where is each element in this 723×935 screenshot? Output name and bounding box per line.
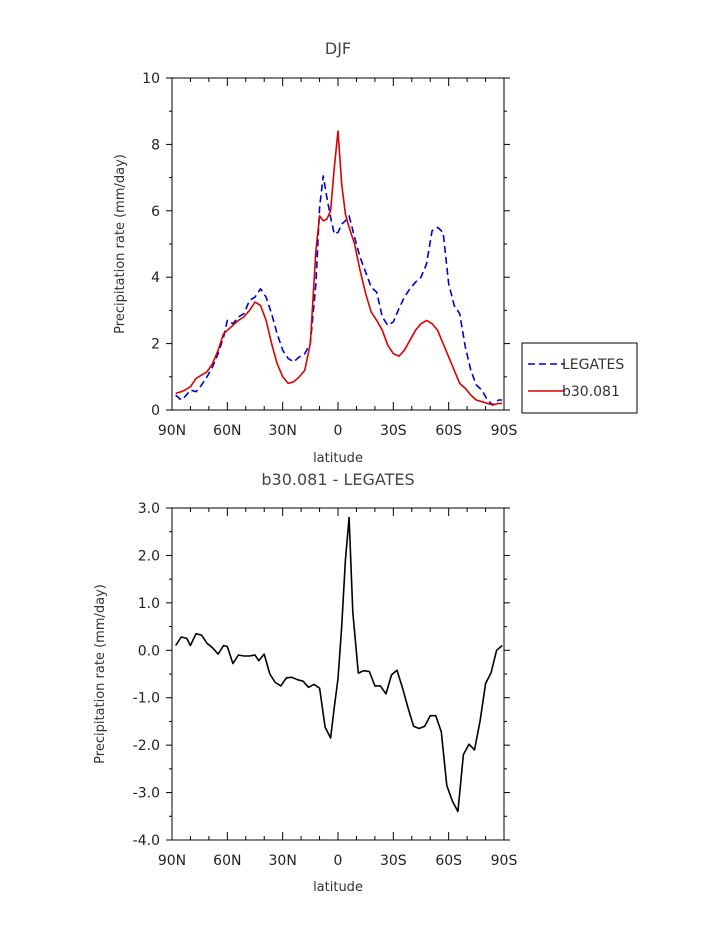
y-tick-label: -2.0 <box>133 738 160 754</box>
x-tick-label: 60N <box>213 423 241 439</box>
y-tick-labels: 0 2 4 6 8 10 <box>142 71 160 419</box>
x-tick-label: 30S <box>380 423 407 439</box>
y-tick-label: 2.0 <box>138 548 160 564</box>
y-tick-label: 6 <box>151 204 160 220</box>
x-tick-labels: 90N 60N 30N 0 30S 60S 90S <box>158 853 518 869</box>
x-tick-label: 0 <box>334 853 343 869</box>
legend: LEGATES b30.081 <box>521 342 638 414</box>
x-tick-label: 0 <box>334 423 343 439</box>
legend-label-legates: LEGATES <box>562 357 624 373</box>
x-tick-label: 60S <box>435 423 462 439</box>
chart-title: b30.081 - LEGATES <box>261 470 414 489</box>
x-axis-label: latitude <box>313 451 363 466</box>
x-tick-label: 90N <box>158 853 186 869</box>
axis-ticks <box>166 507 510 841</box>
y-tick-label: 0 <box>151 403 160 419</box>
y-tick-label: -3.0 <box>133 786 160 802</box>
y-tick-labels: -4.0 -3.0 -2.0 -1.0 0.0 1.0 2.0 3.0 <box>133 501 160 849</box>
y-axis-label: Precipitation rate (mm/day) <box>113 154 128 334</box>
x-tick-label: 30N <box>269 423 297 439</box>
y-tick-label: 10 <box>142 71 160 87</box>
y-tick-label: 3.0 <box>138 501 160 517</box>
series-lines <box>175 130 503 406</box>
series-line-difference <box>175 516 503 813</box>
x-tick-label: 90S <box>491 423 518 439</box>
series-line-legates <box>175 175 503 406</box>
x-tick-label: 90S <box>491 853 518 869</box>
x-axis-label: latitude <box>313 880 363 895</box>
legend-label-b30081: b30.081 <box>562 384 620 400</box>
djf-precip-chart: DJF 90N 60N 30N 0 30S 60S 90S 0 2 4 6 8 10 latitude… <box>113 39 517 466</box>
series-lines <box>175 516 503 813</box>
x-tick-label: 30S <box>380 853 407 869</box>
y-tick-label: -4.0 <box>133 833 160 849</box>
series-line-b30-081 <box>175 130 503 406</box>
y-tick-label: 0.0 <box>138 643 160 659</box>
y-tick-label: 8 <box>151 137 160 153</box>
chart-title: DJF <box>325 39 351 58</box>
plot-frame <box>171 77 505 411</box>
x-tick-label: 30N <box>269 853 297 869</box>
y-tick-label: -1.0 <box>133 691 160 707</box>
legend-box <box>521 342 638 414</box>
y-axis-label: Precipitation rate (mm/day) <box>93 584 108 764</box>
axis-ticks <box>166 77 510 411</box>
y-tick-label: 1.0 <box>138 596 160 612</box>
difference-chart: b30.081 - LEGATES 90N 60N 30N 0 30S 60S 90S -4… <box>93 470 517 895</box>
x-tick-label: 60N <box>213 853 241 869</box>
y-tick-label: 2 <box>151 337 160 353</box>
x-tick-label: 60S <box>435 853 462 869</box>
y-tick-label: 4 <box>151 270 160 286</box>
x-tick-labels: 90N 60N 30N 0 30S 60S 90S <box>158 423 518 439</box>
x-tick-label: 90N <box>158 423 186 439</box>
